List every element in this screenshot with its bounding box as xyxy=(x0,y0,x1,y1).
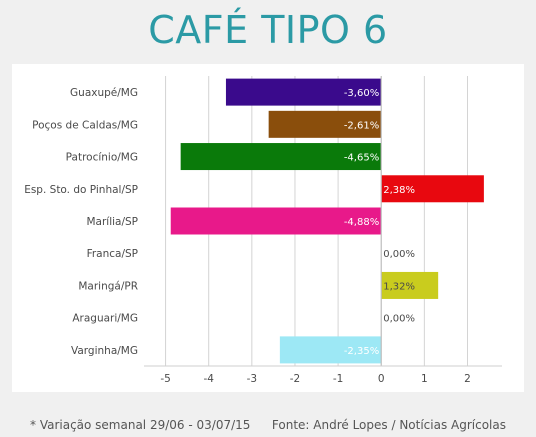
data-label: -3,60% xyxy=(344,88,379,99)
bar-chart: Guaxupé/MG Poços de Caldas/MG Patrocínio/M… xyxy=(24,76,502,385)
source-credit: Fonte: André Lopes / Notícias Agrícolas xyxy=(271,418,506,432)
data-label: 2,38% xyxy=(383,185,415,196)
category-label: Maringá/PR xyxy=(78,280,138,292)
data-label: 0,00% xyxy=(383,249,415,260)
category-label: Esp. Sto. do Pinhal/SP xyxy=(24,184,138,196)
bar xyxy=(381,175,484,203)
category-label: Guaxupé/MG xyxy=(70,87,138,99)
category-label: Franca/SP xyxy=(87,248,138,260)
category-label: Marília/SP xyxy=(86,216,138,228)
x-tick-label: 0 xyxy=(378,373,385,385)
category-label: Araguari/MG xyxy=(72,313,138,325)
chart-plot-area: Guaxupé/MG Poços de Caldas/MG Patrocínio/M… xyxy=(12,64,524,392)
bar xyxy=(279,336,382,364)
x-tick-label: 1 xyxy=(421,373,428,385)
x-tick-label: -2 xyxy=(290,373,300,385)
x-tick-label: -3 xyxy=(247,373,257,385)
x-tick-label: -1 xyxy=(333,373,343,385)
bar xyxy=(268,110,382,138)
bar xyxy=(170,207,382,235)
category-label: Poços de Caldas/MG xyxy=(32,119,138,131)
data-label: -4,88% xyxy=(344,217,379,228)
x-tick-label: -5 xyxy=(160,373,170,385)
bar xyxy=(381,271,439,299)
data-label: -4,65% xyxy=(344,153,379,164)
chart-title: CAFÉ TIPO 6 xyxy=(148,8,388,52)
data-label: 0,00% xyxy=(383,314,415,325)
data-label: -2,61% xyxy=(344,120,379,131)
data-label: -2,35% xyxy=(344,346,379,357)
bar xyxy=(180,143,382,171)
x-tick-label: 2 xyxy=(464,373,471,385)
bar xyxy=(225,78,382,106)
category-label: Patrocínio/MG xyxy=(66,152,138,164)
footnote: * Variação semanal 29/06 - 03/07/15 xyxy=(30,418,251,432)
x-tick-label: -4 xyxy=(203,373,214,385)
data-label: 1,32% xyxy=(383,281,415,292)
category-label: Varginha/MG xyxy=(71,345,138,357)
